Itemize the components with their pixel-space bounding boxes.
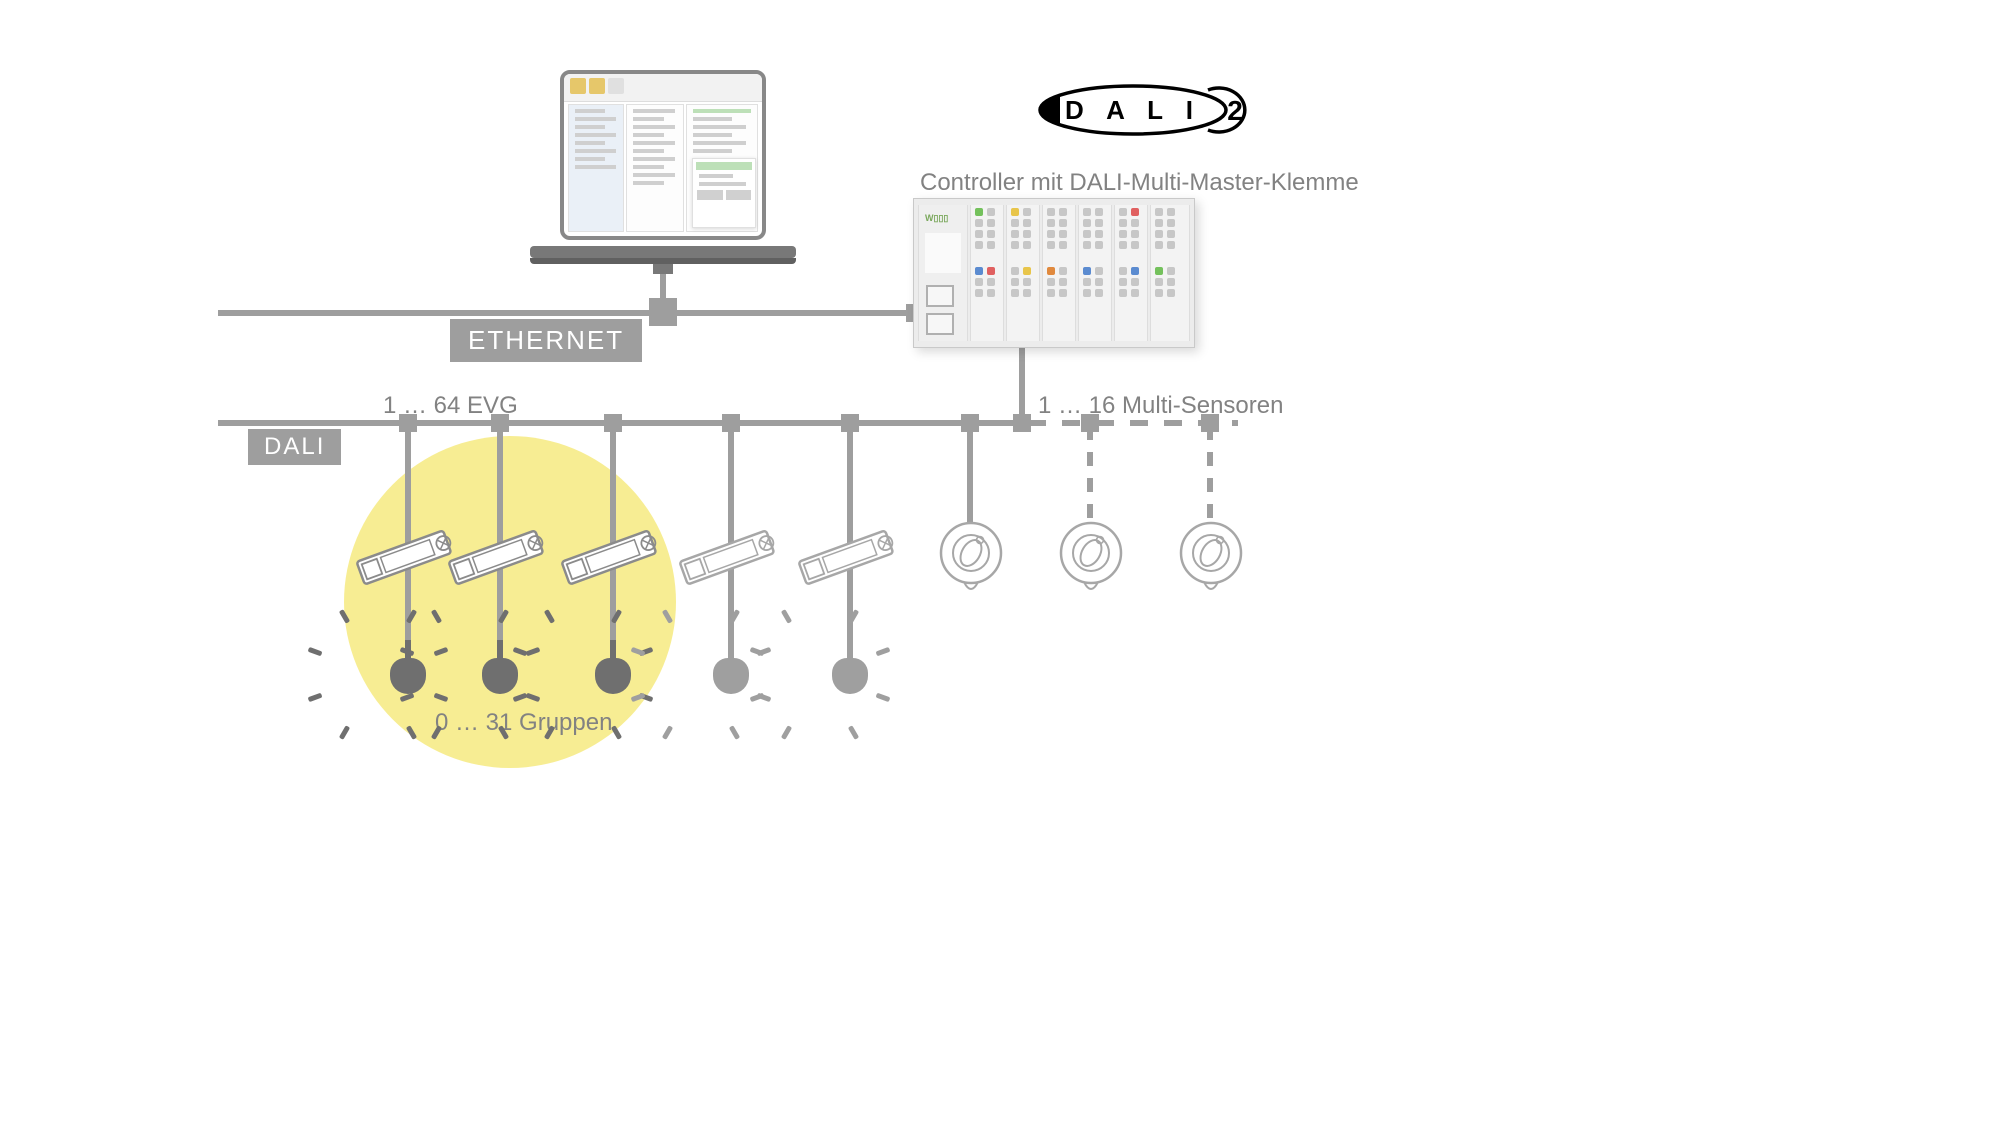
evg-j-1 [399, 414, 417, 432]
sensor-drop-3 [1207, 426, 1213, 524]
evg-j-2 [491, 414, 509, 432]
sensor-2 [1056, 518, 1126, 604]
ballast-2 [440, 522, 560, 592]
controller: W▯▯▯ [913, 198, 1195, 348]
sensor-3 [1176, 518, 1246, 604]
ballast-5 [790, 522, 910, 592]
sensor-caption: 1 … 16 Multi-Sensoren [1038, 392, 1283, 420]
laptop-screen [560, 70, 766, 240]
ethernet-label: ETHERNET [450, 319, 642, 362]
sensor-j-3 [1201, 414, 1219, 432]
dali-bus-lead-dash [424, 420, 484, 426]
evg-j-4 [722, 414, 740, 432]
evg-j-5 [841, 414, 859, 432]
dali2-logo: D A L I 2 [1038, 80, 1258, 145]
sensor-drop-2 [1087, 426, 1093, 524]
laptop-junction [649, 298, 677, 326]
svg-text:D A L I: D A L I [1065, 95, 1201, 125]
sensor-j-1 [961, 414, 979, 432]
ethernet-bus [218, 310, 914, 316]
svg-text:2: 2 [1227, 95, 1243, 126]
sensor-j-2 [1081, 414, 1099, 432]
controller-caption: Controller mit DALI-Multi-Master-Klemme [920, 169, 1359, 197]
ballast-3 [553, 522, 673, 592]
ballast-4 [671, 522, 791, 592]
evg-j-3 [604, 414, 622, 432]
laptop-base [530, 246, 796, 258]
ctrl-dali-drop [1019, 348, 1025, 424]
group-caption: 0 … 31 Gruppen [435, 709, 612, 737]
sensor-1 [936, 518, 1006, 604]
dali-label: DALI [248, 429, 341, 465]
lamp-5 [820, 642, 880, 694]
dali-bus [218, 420, 1028, 426]
laptop-foot [653, 264, 673, 274]
